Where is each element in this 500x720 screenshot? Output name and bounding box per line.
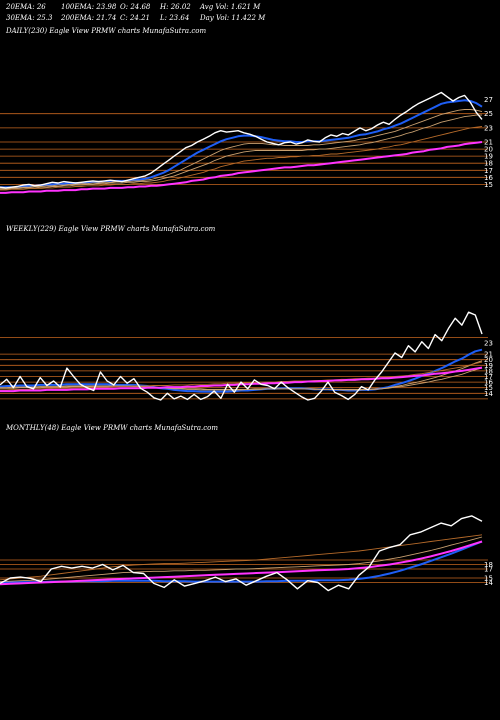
ema-line-2 [0, 109, 483, 190]
y-tick-label: 18 [484, 160, 493, 168]
ema-line-2 [0, 360, 483, 391]
y-tick-label: 20 [484, 146, 493, 154]
y-tick-label: 17 [484, 566, 493, 574]
ema-line-4 [0, 126, 483, 191]
low-label: L: 23.64 [160, 14, 190, 22]
ema-line-5 [0, 141, 483, 194]
y-tick-label: 14 [484, 579, 493, 587]
y-tick-label: 17 [484, 167, 493, 175]
y-tick-label: 23 [484, 124, 493, 132]
ema20-label: 20EMA: 26 [6, 3, 46, 11]
monthly-chart: MONTHLY(48) Eagle View PRMW charts Munaf… [0, 424, 500, 600]
daily-chart: DAILY(230) Eagle View PRMW charts Munafa… [0, 27, 500, 197]
daily-chart-title: DAILY(230) Eagle View PRMW charts Munafa… [6, 27, 207, 35]
y-tick-label: 15 [484, 384, 493, 392]
y-tick-label: 23 [484, 339, 493, 347]
ema30-label: 30EMA: 25.3 [6, 14, 53, 22]
ema-line-3 [0, 367, 483, 390]
ema-line-5 [0, 366, 483, 393]
open-label: O: 24.68 [120, 3, 151, 11]
y-tick-label: 16 [484, 379, 493, 387]
y-tick-label: 19 [484, 362, 493, 370]
y-tick-label: 20 [484, 356, 493, 364]
y-tick-label: 18 [484, 367, 493, 375]
close-label: C: 24.21 [120, 14, 150, 22]
y-tick-label: 15 [484, 181, 493, 189]
y-tick-label: 16 [484, 174, 493, 182]
y-tick-label: 27 [484, 96, 493, 104]
y-tick-label: 14 [484, 390, 493, 398]
price-line [0, 515, 483, 592]
price-line [0, 91, 483, 189]
y-tick-label: 21 [484, 139, 493, 147]
weekly-chart: WEEKLY(229) Eagle View PRMW charts Munaf… [0, 225, 500, 405]
high-label: H: 26.02 [160, 3, 191, 11]
ema-line-4 [0, 540, 483, 586]
y-tick-label: 21 [484, 351, 493, 359]
weekly-chart-title: WEEKLY(229) Eagle View PRMW charts Munaf… [6, 225, 216, 233]
y-tick-label: 18 [484, 561, 493, 569]
dayvol-label: Day Vol: 11.422 M [200, 14, 266, 22]
monthly-chart-title: MONTHLY(48) Eagle View PRMW charts Munaf… [6, 424, 219, 432]
y-tick-label: 17 [484, 373, 493, 381]
y-tick-label: 25 [484, 110, 493, 118]
ema100-label: 100EMA: 23.98 [61, 3, 117, 11]
avgvol-label: Avg Vol: 1.621 M [200, 3, 261, 11]
price-line [0, 311, 483, 401]
ema-line-3 [0, 534, 483, 581]
ema-line-3 [0, 114, 482, 190]
y-tick-label: 19 [484, 153, 493, 161]
ema-line-2 [0, 536, 483, 583]
y-tick-label: 15 [484, 575, 493, 583]
ema200-label: 200EMA: 21.74 [61, 14, 117, 22]
